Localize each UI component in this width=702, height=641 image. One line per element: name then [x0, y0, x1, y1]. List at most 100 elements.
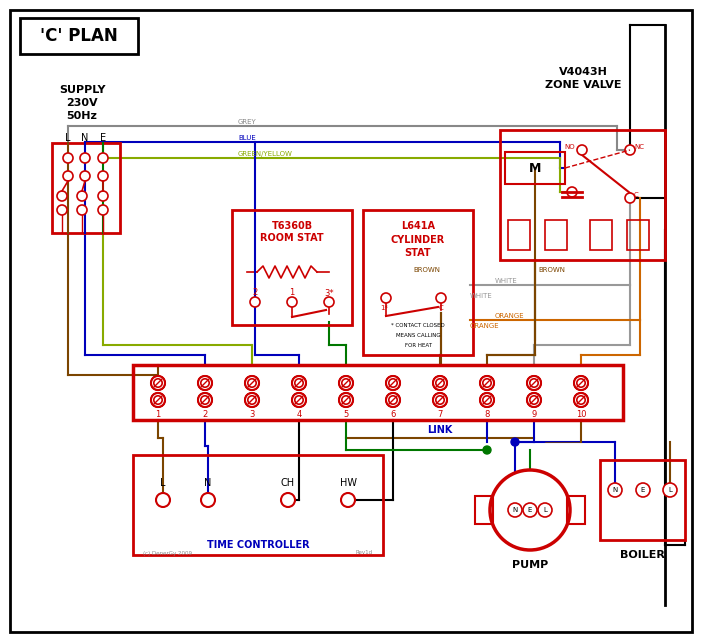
Circle shape [339, 393, 353, 407]
Text: GREEN/YELLOW: GREEN/YELLOW [238, 151, 293, 157]
Circle shape [341, 493, 355, 507]
Bar [20, 18, 138, 54]
Text: 7: 7 [437, 410, 443, 419]
Circle shape [527, 393, 541, 407]
Circle shape [292, 376, 306, 390]
Circle shape [490, 470, 570, 550]
Text: 2: 2 [253, 288, 258, 297]
Text: BLUE: BLUE [238, 135, 256, 141]
Circle shape [483, 446, 491, 454]
Text: HW: HW [340, 478, 357, 488]
Text: C: C [439, 305, 444, 311]
Circle shape [381, 293, 391, 303]
Circle shape [77, 191, 87, 201]
Circle shape [480, 376, 494, 390]
Circle shape [339, 393, 353, 407]
Circle shape [436, 395, 444, 404]
Circle shape [245, 393, 259, 407]
Circle shape [480, 393, 494, 407]
Circle shape [154, 379, 162, 387]
Bar [567, 496, 585, 524]
Circle shape [511, 438, 519, 446]
Text: M: M [529, 162, 541, 174]
Text: 230V: 230V [66, 98, 98, 108]
Text: E: E [641, 487, 645, 493]
Circle shape [198, 376, 212, 390]
Circle shape [636, 483, 650, 497]
Circle shape [198, 393, 212, 407]
Circle shape [250, 297, 260, 307]
Circle shape [295, 379, 303, 387]
Circle shape [577, 379, 585, 387]
Circle shape [574, 393, 588, 407]
Text: FOR HEAT: FOR HEAT [404, 342, 432, 347]
Circle shape [151, 393, 165, 407]
Text: NC: NC [634, 144, 644, 150]
Circle shape [98, 191, 108, 201]
Circle shape [80, 171, 90, 181]
Circle shape [80, 153, 90, 163]
Circle shape [151, 376, 165, 390]
Circle shape [248, 395, 256, 404]
Text: 8: 8 [484, 410, 490, 419]
Circle shape [156, 493, 170, 507]
Text: GREY: GREY [238, 119, 257, 125]
Text: L: L [543, 507, 547, 513]
Text: E: E [528, 507, 532, 513]
Circle shape [483, 395, 491, 404]
Bar [133, 365, 623, 420]
Circle shape [295, 395, 303, 404]
Circle shape [154, 395, 162, 404]
Circle shape [433, 376, 447, 390]
Circle shape [386, 393, 400, 407]
Circle shape [436, 379, 444, 387]
Circle shape [386, 393, 400, 407]
Text: 3*: 3* [324, 288, 334, 297]
Circle shape [577, 145, 587, 155]
Text: 4: 4 [296, 410, 302, 419]
Circle shape [281, 493, 295, 507]
Text: 1*: 1* [380, 305, 388, 311]
Circle shape [201, 379, 209, 387]
Circle shape [245, 376, 259, 390]
Bar [232, 210, 352, 325]
Bar [363, 210, 473, 355]
Text: 6: 6 [390, 410, 396, 419]
Circle shape [530, 395, 538, 404]
Circle shape [245, 393, 259, 407]
Text: 5: 5 [343, 410, 349, 419]
Circle shape [98, 171, 108, 181]
Circle shape [480, 376, 494, 390]
Circle shape [574, 376, 588, 390]
Circle shape [77, 205, 87, 215]
Circle shape [483, 379, 491, 387]
Text: 50Hz: 50Hz [67, 111, 98, 121]
Text: E: E [100, 133, 106, 143]
Text: SUPPLY: SUPPLY [59, 85, 105, 95]
Circle shape [57, 205, 67, 215]
Circle shape [527, 376, 541, 390]
Circle shape [201, 493, 215, 507]
Bar [52, 143, 120, 233]
Circle shape [342, 395, 350, 404]
Circle shape [57, 191, 67, 201]
Circle shape [292, 393, 306, 407]
Circle shape [98, 205, 108, 215]
Circle shape [198, 376, 212, 390]
Text: WHITE: WHITE [470, 293, 493, 299]
Circle shape [574, 376, 588, 390]
Circle shape [625, 193, 635, 203]
Circle shape [523, 503, 537, 517]
Text: CH: CH [281, 478, 295, 488]
Circle shape [287, 297, 297, 307]
Circle shape [538, 503, 552, 517]
Circle shape [527, 393, 541, 407]
Circle shape [433, 376, 447, 390]
Text: 2: 2 [202, 410, 208, 419]
Circle shape [98, 153, 108, 163]
Text: T6360B: T6360B [272, 221, 312, 231]
Circle shape [433, 393, 447, 407]
Text: L: L [160, 478, 166, 488]
Text: (c) DenerGy 2009: (c) DenerGy 2009 [143, 551, 192, 556]
Text: ORANGE: ORANGE [495, 313, 524, 319]
